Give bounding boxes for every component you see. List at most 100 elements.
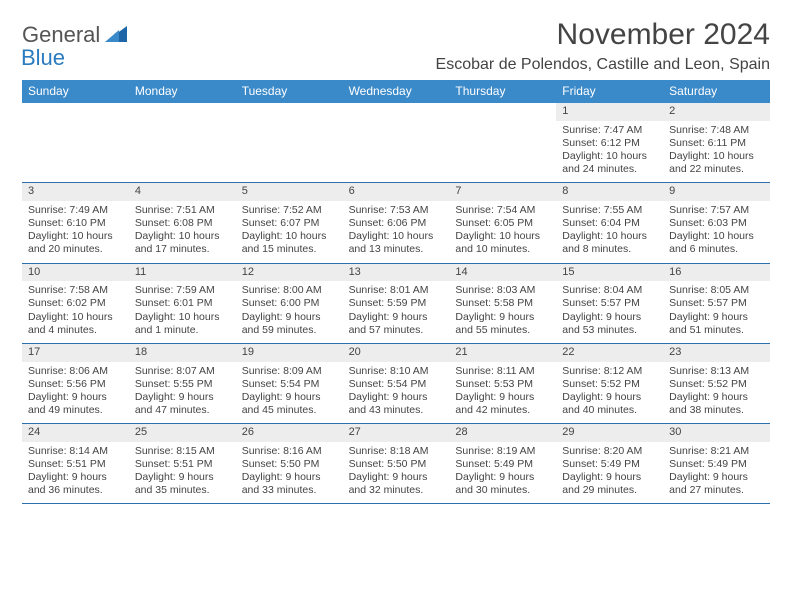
sunrise-text: Sunrise: 8:01 AM xyxy=(349,284,444,297)
day-number: 20 xyxy=(343,344,450,362)
sunrise-text: Sunrise: 8:13 AM xyxy=(669,365,764,378)
daylight-text: and 4 minutes. xyxy=(28,324,123,337)
sunrise-text: Sunrise: 8:20 AM xyxy=(562,445,657,458)
daylight-text: and 15 minutes. xyxy=(242,243,337,256)
day-number: 29 xyxy=(556,424,663,442)
sunset-text: Sunset: 5:56 PM xyxy=(28,378,123,391)
day-number: 14 xyxy=(449,264,556,282)
daylight-text: and 45 minutes. xyxy=(242,404,337,417)
brand-logo: General Blue xyxy=(22,18,127,70)
daylight-text: and 40 minutes. xyxy=(562,404,657,417)
day-number: 22 xyxy=(556,344,663,362)
sunset-text: Sunset: 5:54 PM xyxy=(242,378,337,391)
daylight-text: Daylight: 9 hours xyxy=(28,391,123,404)
daylight-text: and 47 minutes. xyxy=(135,404,230,417)
daylight-text: Daylight: 9 hours xyxy=(669,311,764,324)
daylight-text: Daylight: 9 hours xyxy=(455,391,550,404)
sunrise-text: Sunrise: 8:15 AM xyxy=(135,445,230,458)
sunrise-text: Sunrise: 8:18 AM xyxy=(349,445,444,458)
sunset-text: Sunset: 5:49 PM xyxy=(562,458,657,471)
day-cell: 23Sunrise: 8:13 AMSunset: 5:52 PMDayligh… xyxy=(663,344,770,423)
weeks-container: 1Sunrise: 7:47 AMSunset: 6:12 PMDaylight… xyxy=(22,103,770,504)
sunrise-text: Sunrise: 7:55 AM xyxy=(562,204,657,217)
day-number: 1 xyxy=(556,103,663,121)
day-number: 9 xyxy=(663,183,770,201)
sunset-text: Sunset: 6:07 PM xyxy=(242,217,337,230)
weekday-header: Sunday xyxy=(22,80,129,103)
daylight-text: Daylight: 9 hours xyxy=(562,311,657,324)
daylight-text: and 8 minutes. xyxy=(562,243,657,256)
daylight-text: and 10 minutes. xyxy=(455,243,550,256)
day-cell: 10Sunrise: 7:58 AMSunset: 6:02 PMDayligh… xyxy=(22,264,129,343)
day-number: 27 xyxy=(343,424,450,442)
day-cell: 18Sunrise: 8:07 AMSunset: 5:55 PMDayligh… xyxy=(129,344,236,423)
daylight-text: and 43 minutes. xyxy=(349,404,444,417)
day-cell xyxy=(236,103,343,182)
sunrise-text: Sunrise: 7:52 AM xyxy=(242,204,337,217)
sunset-text: Sunset: 6:12 PM xyxy=(562,137,657,150)
day-number: 19 xyxy=(236,344,343,362)
sunrise-text: Sunrise: 7:54 AM xyxy=(455,204,550,217)
daylight-text: and 42 minutes. xyxy=(455,404,550,417)
daylight-text: Daylight: 10 hours xyxy=(562,230,657,243)
day-number: 24 xyxy=(22,424,129,442)
logo-wordmark: General Blue xyxy=(22,24,127,70)
sunrise-text: Sunrise: 7:58 AM xyxy=(28,284,123,297)
sunset-text: Sunset: 6:08 PM xyxy=(135,217,230,230)
daylight-text: Daylight: 9 hours xyxy=(349,391,444,404)
sunset-text: Sunset: 5:57 PM xyxy=(562,297,657,310)
daylight-text: Daylight: 9 hours xyxy=(455,311,550,324)
week-row: 17Sunrise: 8:06 AMSunset: 5:56 PMDayligh… xyxy=(22,344,770,424)
daylight-text: Daylight: 10 hours xyxy=(28,311,123,324)
day-cell: 3Sunrise: 7:49 AMSunset: 6:10 PMDaylight… xyxy=(22,183,129,262)
daylight-text: and 38 minutes. xyxy=(669,404,764,417)
week-row: 1Sunrise: 7:47 AMSunset: 6:12 PMDaylight… xyxy=(22,103,770,183)
weekday-header: Wednesday xyxy=(343,80,450,103)
brand-part1: General xyxy=(22,22,100,47)
week-row: 10Sunrise: 7:58 AMSunset: 6:02 PMDayligh… xyxy=(22,264,770,344)
calendar-grid: Sunday Monday Tuesday Wednesday Thursday… xyxy=(22,80,770,504)
sunset-text: Sunset: 5:51 PM xyxy=(135,458,230,471)
day-cell: 17Sunrise: 8:06 AMSunset: 5:56 PMDayligh… xyxy=(22,344,129,423)
daylight-text: and 49 minutes. xyxy=(28,404,123,417)
daylight-text: Daylight: 10 hours xyxy=(455,230,550,243)
day-number: 2 xyxy=(663,103,770,121)
day-number: 28 xyxy=(449,424,556,442)
daylight-text: Daylight: 9 hours xyxy=(135,391,230,404)
sunset-text: Sunset: 6:05 PM xyxy=(455,217,550,230)
sunrise-text: Sunrise: 7:59 AM xyxy=(135,284,230,297)
day-number: 18 xyxy=(129,344,236,362)
day-number: 23 xyxy=(663,344,770,362)
week-row: 24Sunrise: 8:14 AMSunset: 5:51 PMDayligh… xyxy=(22,424,770,504)
sunrise-text: Sunrise: 8:10 AM xyxy=(349,365,444,378)
sunset-text: Sunset: 6:01 PM xyxy=(135,297,230,310)
daylight-text: Daylight: 9 hours xyxy=(455,471,550,484)
sunrise-text: Sunrise: 8:12 AM xyxy=(562,365,657,378)
day-cell: 22Sunrise: 8:12 AMSunset: 5:52 PMDayligh… xyxy=(556,344,663,423)
daylight-text: and 17 minutes. xyxy=(135,243,230,256)
day-number: 7 xyxy=(449,183,556,201)
weekday-header: Thursday xyxy=(449,80,556,103)
day-cell: 11Sunrise: 7:59 AMSunset: 6:01 PMDayligh… xyxy=(129,264,236,343)
daylight-text: and 36 minutes. xyxy=(28,484,123,497)
sunset-text: Sunset: 6:00 PM xyxy=(242,297,337,310)
sunrise-text: Sunrise: 8:07 AM xyxy=(135,365,230,378)
day-number: 21 xyxy=(449,344,556,362)
sunset-text: Sunset: 5:51 PM xyxy=(28,458,123,471)
daylight-text: Daylight: 9 hours xyxy=(135,471,230,484)
week-row: 3Sunrise: 7:49 AMSunset: 6:10 PMDaylight… xyxy=(22,183,770,263)
daylight-text: and 51 minutes. xyxy=(669,324,764,337)
sunrise-text: Sunrise: 8:14 AM xyxy=(28,445,123,458)
sunrise-text: Sunrise: 8:19 AM xyxy=(455,445,550,458)
day-number: 15 xyxy=(556,264,663,282)
day-cell: 16Sunrise: 8:05 AMSunset: 5:57 PMDayligh… xyxy=(663,264,770,343)
sunset-text: Sunset: 5:58 PM xyxy=(455,297,550,310)
day-cell: 28Sunrise: 8:19 AMSunset: 5:49 PMDayligh… xyxy=(449,424,556,503)
day-cell: 24Sunrise: 8:14 AMSunset: 5:51 PMDayligh… xyxy=(22,424,129,503)
daylight-text: Daylight: 10 hours xyxy=(562,150,657,163)
title-block: November 2024 Escobar de Polendos, Casti… xyxy=(436,18,770,74)
daylight-text: Daylight: 9 hours xyxy=(669,471,764,484)
sunset-text: Sunset: 5:59 PM xyxy=(349,297,444,310)
daylight-text: and 24 minutes. xyxy=(562,163,657,176)
daylight-text: and 53 minutes. xyxy=(562,324,657,337)
